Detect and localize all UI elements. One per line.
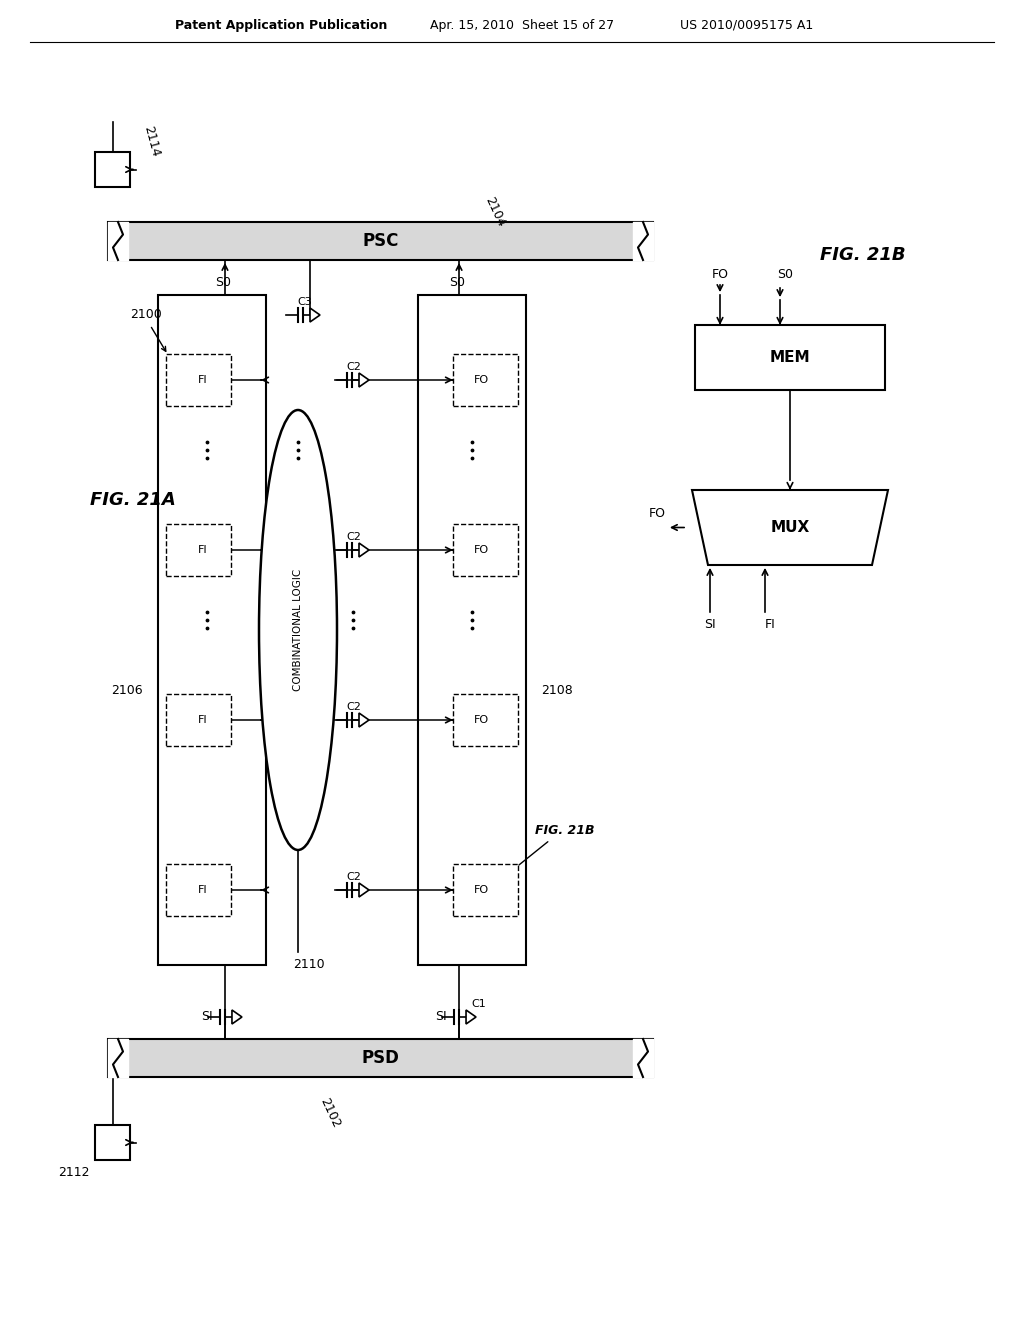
Bar [108, 1039, 653, 1077]
Text: FIG. 21B: FIG. 21B [820, 246, 905, 264]
Text: 2110: 2110 [293, 958, 325, 972]
Text: FI: FI [198, 884, 207, 895]
Bar [95, 152, 130, 187]
Text: FO: FO [474, 884, 489, 895]
Text: MUX: MUX [770, 520, 810, 535]
Polygon shape [359, 883, 369, 898]
Text: C2: C2 [346, 873, 361, 882]
Text: COMBINATIONAL LOGIC: COMBINATIONAL LOGIC [293, 569, 303, 692]
Polygon shape [692, 490, 888, 565]
Bar [418, 294, 526, 965]
Text: 2112: 2112 [58, 1166, 90, 1179]
Bar [453, 694, 518, 746]
Bar [166, 865, 231, 916]
Text: 2104: 2104 [482, 195, 508, 230]
Polygon shape [232, 1010, 242, 1024]
Polygon shape [359, 374, 369, 387]
Text: FIG. 21A: FIG. 21A [90, 491, 176, 510]
Text: SI: SI [435, 1011, 446, 1023]
Text: FI: FI [765, 619, 775, 631]
Text: PSC: PSC [362, 232, 398, 249]
Text: MEM: MEM [770, 350, 810, 366]
Polygon shape [359, 543, 369, 557]
Text: 2114: 2114 [141, 124, 163, 158]
Bar [166, 524, 231, 576]
Text: S0: S0 [450, 276, 465, 289]
Text: PSD: PSD [361, 1049, 399, 1067]
Text: S0: S0 [215, 276, 231, 289]
Bar [453, 354, 518, 407]
Text: FO: FO [474, 715, 489, 725]
Ellipse shape [259, 411, 337, 850]
Bar [453, 524, 518, 576]
Text: FO: FO [712, 268, 728, 281]
Text: Apr. 15, 2010  Sheet 15 of 27: Apr. 15, 2010 Sheet 15 of 27 [430, 18, 614, 32]
Bar [95, 1125, 130, 1160]
Text: C1: C1 [472, 999, 486, 1008]
Text: 2106: 2106 [112, 684, 143, 697]
Bar [695, 325, 885, 389]
Text: FO: FO [474, 375, 489, 385]
Bar [108, 222, 653, 260]
Text: US 2010/0095175 A1: US 2010/0095175 A1 [680, 18, 813, 32]
Text: FI: FI [198, 545, 207, 554]
Text: C3: C3 [298, 297, 312, 308]
Text: C2: C2 [346, 532, 361, 543]
Polygon shape [359, 713, 369, 727]
Text: FI: FI [198, 375, 207, 385]
Text: C2: C2 [346, 362, 361, 372]
Text: FO: FO [474, 545, 489, 554]
Bar [166, 694, 231, 746]
Text: Patent Application Publication: Patent Application Publication [175, 18, 387, 32]
Bar [158, 294, 266, 965]
Polygon shape [310, 308, 319, 322]
Text: 2108: 2108 [541, 684, 572, 697]
Text: SI: SI [705, 619, 716, 631]
Text: FIG. 21B: FIG. 21B [535, 824, 595, 837]
Text: 2100: 2100 [130, 309, 162, 322]
Text: FO: FO [648, 507, 666, 520]
Bar [166, 354, 231, 407]
Text: SI: SI [201, 1011, 213, 1023]
Text: 2102: 2102 [317, 1096, 343, 1130]
Bar [453, 865, 518, 916]
Text: C2: C2 [346, 702, 361, 711]
Text: S0: S0 [777, 268, 793, 281]
Polygon shape [466, 1010, 476, 1024]
Text: FI: FI [198, 715, 207, 725]
